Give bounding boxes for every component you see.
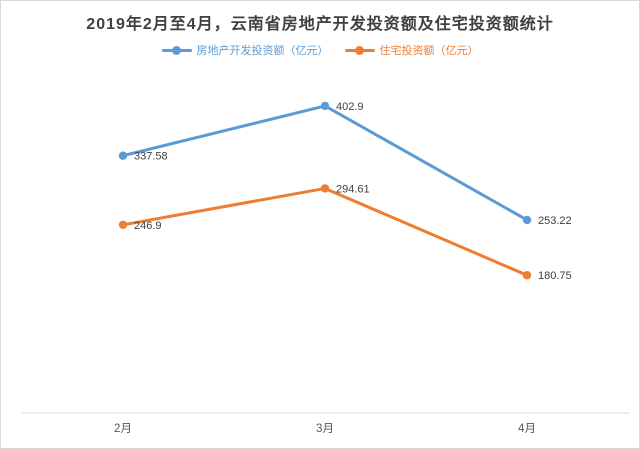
line-marker-icon — [344, 45, 375, 55]
x-axis-label: 3月 — [316, 423, 334, 435]
data-point — [522, 271, 532, 280]
data-point — [118, 220, 128, 230]
data-label: 180.75 — [538, 270, 572, 282]
data-label: 402.9 — [336, 101, 364, 113]
legend-item-development: 房地产开发投资额（亿元） — [161, 42, 329, 58]
data-label: 294.61 — [336, 183, 370, 195]
series-line — [121, 104, 529, 222]
legend: 房地产开发投资额（亿元） 住宅投资额（亿元） — [1, 42, 639, 58]
x-axis-label: 4月 — [518, 423, 536, 435]
x-axis-label: 2月 — [114, 423, 132, 435]
data-point — [118, 151, 128, 160]
series-line — [121, 186, 529, 277]
data-label: 337.58 — [134, 151, 168, 163]
legend-label: 房地产开发投资额（亿元） — [196, 45, 329, 57]
legend-label: 住宅投资额（亿元） — [379, 45, 479, 57]
line-marker-icon — [161, 45, 192, 55]
data-point — [320, 184, 330, 193]
data-point — [522, 215, 532, 225]
chart-title: 2019年2月至4月，云南省房地产开发投资额及住宅投资额统计 — [86, 16, 554, 33]
legend-item-residential: 住宅投资额（亿元） — [344, 42, 479, 58]
data-label: 253.22 — [538, 215, 572, 227]
data-point — [320, 101, 330, 111]
data-label: 246.9 — [134, 220, 162, 232]
